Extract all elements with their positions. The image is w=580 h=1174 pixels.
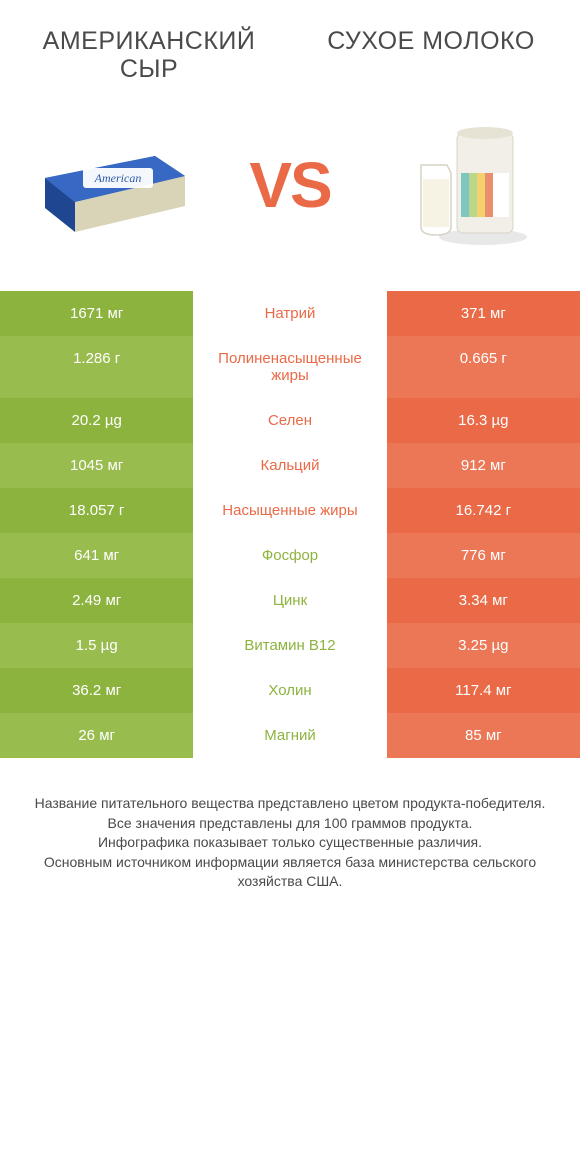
cell-left-value: 18.057 г — [0, 488, 193, 533]
cell-nutrient-name: Насыщенные жиры — [193, 488, 386, 533]
cell-left-value: 2.49 мг — [0, 578, 193, 623]
table-row: 18.057 гНасыщенные жиры16.742 г — [0, 488, 580, 533]
cell-right-value: 371 мг — [387, 291, 580, 336]
cell-nutrient-name: Селен — [193, 398, 386, 443]
table-row: 36.2 мгХолин117.4 мг — [0, 668, 580, 713]
cell-nutrient-name: Полиненасыщенные жиры — [193, 336, 386, 398]
cell-left-value: 1045 мг — [0, 443, 193, 488]
product-images: American VS — [0, 91, 580, 291]
cell-right-value: 776 мг — [387, 533, 580, 578]
cell-right-value: 912 мг — [387, 443, 580, 488]
cell-right-value: 3.25 µg — [387, 623, 580, 668]
title-right: СУХОЕ МОЛОКО — [306, 28, 556, 83]
table-row: 1.5 µgВитамин B123.25 µg — [0, 623, 580, 668]
cell-left-value: 1671 мг — [0, 291, 193, 336]
right-product-image — [380, 115, 550, 255]
cell-left-value: 1.5 µg — [0, 623, 193, 668]
footer-line: Инфографика показывает только существенн… — [24, 833, 556, 853]
footer-line: Основным источником информации является … — [24, 853, 556, 892]
cell-left-value: 26 мг — [0, 713, 193, 758]
cell-right-value: 16.3 µg — [387, 398, 580, 443]
cell-nutrient-name: Магний — [193, 713, 386, 758]
cell-left-value: 1.286 г — [0, 336, 193, 398]
table-row: 1045 мгКальций912 мг — [0, 443, 580, 488]
header: АМЕРИКАНСКИЙ СЫР СУХОЕ МОЛОКО — [0, 0, 580, 91]
cell-nutrient-name: Натрий — [193, 291, 386, 336]
table-row: 641 мгФосфор776 мг — [0, 533, 580, 578]
cell-right-value: 16.742 г — [387, 488, 580, 533]
cell-nutrient-name: Кальций — [193, 443, 386, 488]
cell-left-value: 20.2 µg — [0, 398, 193, 443]
table-row: 26 мгМагний85 мг — [0, 713, 580, 758]
milk-icon — [395, 115, 535, 255]
table-row: 20.2 µgСелен16.3 µg — [0, 398, 580, 443]
nutrition-table: 1671 мгНатрий371 мг1.286 гПолиненасыщенн… — [0, 291, 580, 758]
left-product-image: American — [30, 115, 200, 255]
cell-left-value: 641 мг — [0, 533, 193, 578]
cell-right-value: 0.665 г — [387, 336, 580, 398]
cell-right-value: 3.34 мг — [387, 578, 580, 623]
table-row: 1671 мгНатрий371 мг — [0, 291, 580, 336]
cell-right-value: 85 мг — [387, 713, 580, 758]
cell-nutrient-name: Витамин B12 — [193, 623, 386, 668]
cell-nutrient-name: Фосфор — [193, 533, 386, 578]
cheese-icon: American — [35, 130, 195, 240]
cell-right-value: 117.4 мг — [387, 668, 580, 713]
cell-left-value: 36.2 мг — [0, 668, 193, 713]
cell-nutrient-name: Цинк — [193, 578, 386, 623]
title-left: АМЕРИКАНСКИЙ СЫР — [24, 28, 274, 83]
vs-label: VS — [249, 148, 330, 222]
footer-notes: Название питательного вещества представл… — [0, 758, 580, 892]
table-row: 2.49 мгЦинк3.34 мг — [0, 578, 580, 623]
footer-line: Все значения представлены для 100 граммо… — [24, 814, 556, 834]
svg-text:American: American — [94, 171, 142, 185]
footer-line: Название питательного вещества представл… — [24, 794, 556, 814]
cell-nutrient-name: Холин — [193, 668, 386, 713]
table-row: 1.286 гПолиненасыщенные жиры0.665 г — [0, 336, 580, 398]
